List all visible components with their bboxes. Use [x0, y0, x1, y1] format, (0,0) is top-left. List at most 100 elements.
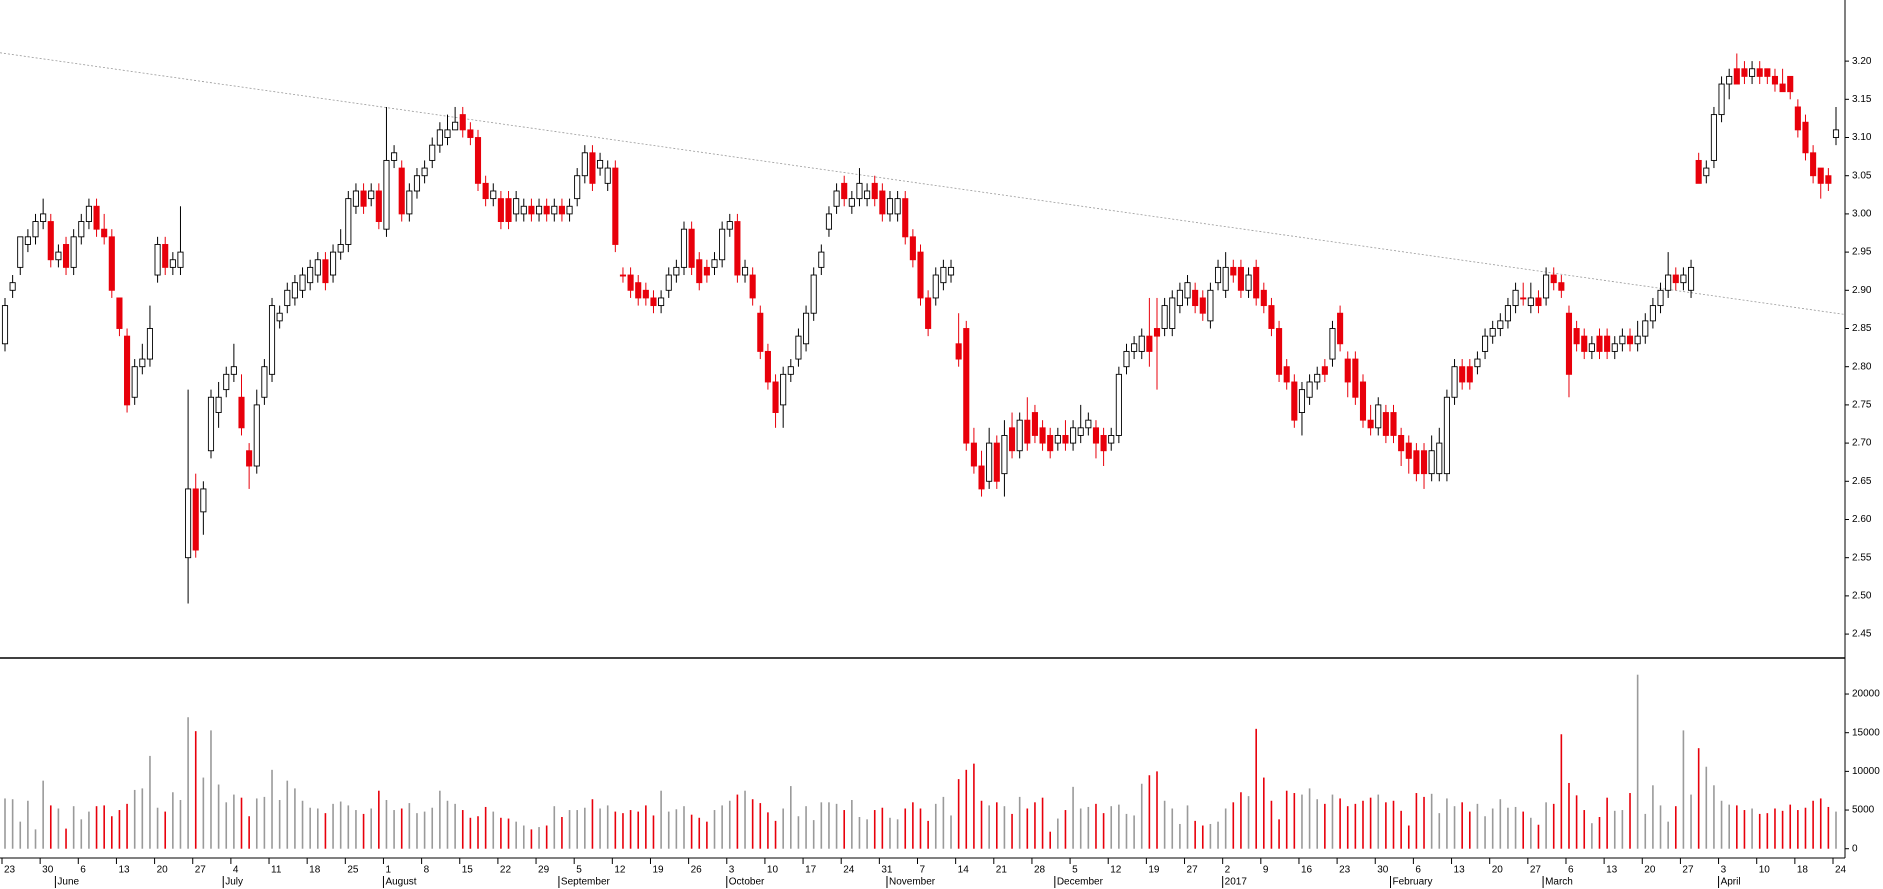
- candle-body: [1359, 381, 1367, 421]
- x-tick-label: 12: [1110, 865, 1122, 876]
- candle-body: [680, 228, 688, 268]
- volume-bar: [1484, 816, 1486, 849]
- candle-body: [833, 190, 840, 207]
- volume-bar: [851, 799, 853, 849]
- volume-bar: [294, 788, 296, 849]
- x-tick-label: 24: [1835, 865, 1847, 876]
- volume-bar: [1507, 807, 1509, 849]
- x-tick-label: 4: [233, 865, 239, 876]
- candle-body: [1367, 419, 1374, 429]
- y-tick-label: 2.65: [1852, 476, 1872, 487]
- volume-bar: [767, 812, 769, 849]
- volume-bar: [1087, 806, 1090, 849]
- candle-body: [124, 335, 131, 406]
- x-tick-label: 17: [805, 865, 817, 876]
- volume-bar: [1713, 785, 1715, 849]
- volume-bar: [896, 819, 899, 849]
- y-tick-label: 0: [1852, 843, 1858, 854]
- candle-body: [1825, 175, 1832, 184]
- candle-body: [780, 373, 787, 406]
- volume-bar: [385, 799, 388, 849]
- volume-bar: [912, 802, 914, 849]
- candle-body: [520, 205, 527, 215]
- volume-bar: [1568, 782, 1570, 849]
- candle-body: [635, 282, 642, 299]
- volume-bar: [347, 805, 350, 849]
- volume-bar: [995, 802, 998, 849]
- candle-body: [1749, 68, 1756, 77]
- volume-bar: [103, 805, 105, 849]
- volume-bar: [835, 803, 838, 849]
- volume-bar: [248, 816, 250, 849]
- volume-bar: [980, 800, 983, 849]
- y-tick-label: 2.85: [1852, 323, 1872, 334]
- volume-bar: [461, 810, 464, 849]
- volume-bar: [1430, 793, 1433, 849]
- candle-body: [268, 305, 276, 375]
- volume-bar: [751, 799, 754, 849]
- candle-body: [1543, 274, 1550, 299]
- month-label: 2017: [1225, 877, 1248, 888]
- candle-body: [330, 251, 337, 276]
- volume-bar: [1011, 813, 1013, 849]
- volume-bar: [1278, 819, 1280, 849]
- volume-bar: [80, 819, 83, 849]
- x-tick-label: 27: [1530, 865, 1542, 876]
- candle-body: [1024, 419, 1031, 444]
- candle-body: [154, 244, 161, 276]
- volume-bar: [1362, 800, 1364, 849]
- candle-body: [93, 205, 100, 230]
- candle-body: [246, 450, 253, 467]
- volume-bar: [1736, 805, 1738, 849]
- y-tick-label: 2.50: [1852, 591, 1872, 602]
- volume-bar: [393, 810, 395, 849]
- candle-body: [825, 213, 832, 230]
- candle-body: [101, 228, 108, 238]
- candle-body: [1115, 373, 1122, 436]
- candle-body: [1321, 366, 1328, 375]
- candle-body: [1611, 343, 1618, 352]
- candle-body: [734, 221, 741, 276]
- candle-body: [1779, 83, 1786, 93]
- candle-body: [307, 266, 314, 284]
- volume-bar: [652, 815, 655, 849]
- candle-body: [1268, 305, 1275, 329]
- volume-bar: [1095, 803, 1097, 849]
- candle-body: [1199, 297, 1206, 314]
- candle-body: [1245, 274, 1252, 291]
- x-tick-label: 23: [1339, 865, 1351, 876]
- volume-bar: [1674, 806, 1677, 849]
- volume-bar: [530, 829, 533, 849]
- candle-body: [47, 221, 54, 261]
- y-tick-label: 2.80: [1852, 361, 1872, 372]
- candle-body: [658, 297, 665, 307]
- volume-bar: [942, 796, 945, 849]
- candle-body: [589, 152, 596, 184]
- volume-bar: [805, 806, 807, 849]
- x-tick-label: 20: [1644, 865, 1656, 876]
- volume-bar: [423, 811, 426, 849]
- candle-body: [1131, 343, 1138, 352]
- volume-bar: [667, 811, 670, 849]
- volume-bar: [690, 814, 693, 849]
- volume-bar: [1514, 806, 1517, 849]
- volume-bar: [1812, 800, 1814, 849]
- volume-bar: [492, 811, 495, 849]
- volume-bar: [408, 803, 411, 849]
- candle-body: [139, 358, 146, 368]
- candle-body: [1146, 335, 1153, 352]
- x-tick-label: 10: [767, 865, 779, 876]
- candle-body: [1314, 373, 1321, 383]
- volume-bar: [217, 784, 220, 849]
- candle-body: [1039, 427, 1046, 444]
- candle-body: [467, 129, 474, 138]
- candle-body: [711, 259, 718, 268]
- volume-bar: [233, 794, 235, 849]
- volume-bar: [1224, 808, 1227, 849]
- candle-body: [1, 305, 9, 345]
- candle-body: [192, 488, 199, 551]
- candle-body: [490, 190, 497, 200]
- volume-bar: [1758, 813, 1761, 849]
- candle-body: [597, 159, 604, 169]
- candle-body: [1100, 435, 1107, 452]
